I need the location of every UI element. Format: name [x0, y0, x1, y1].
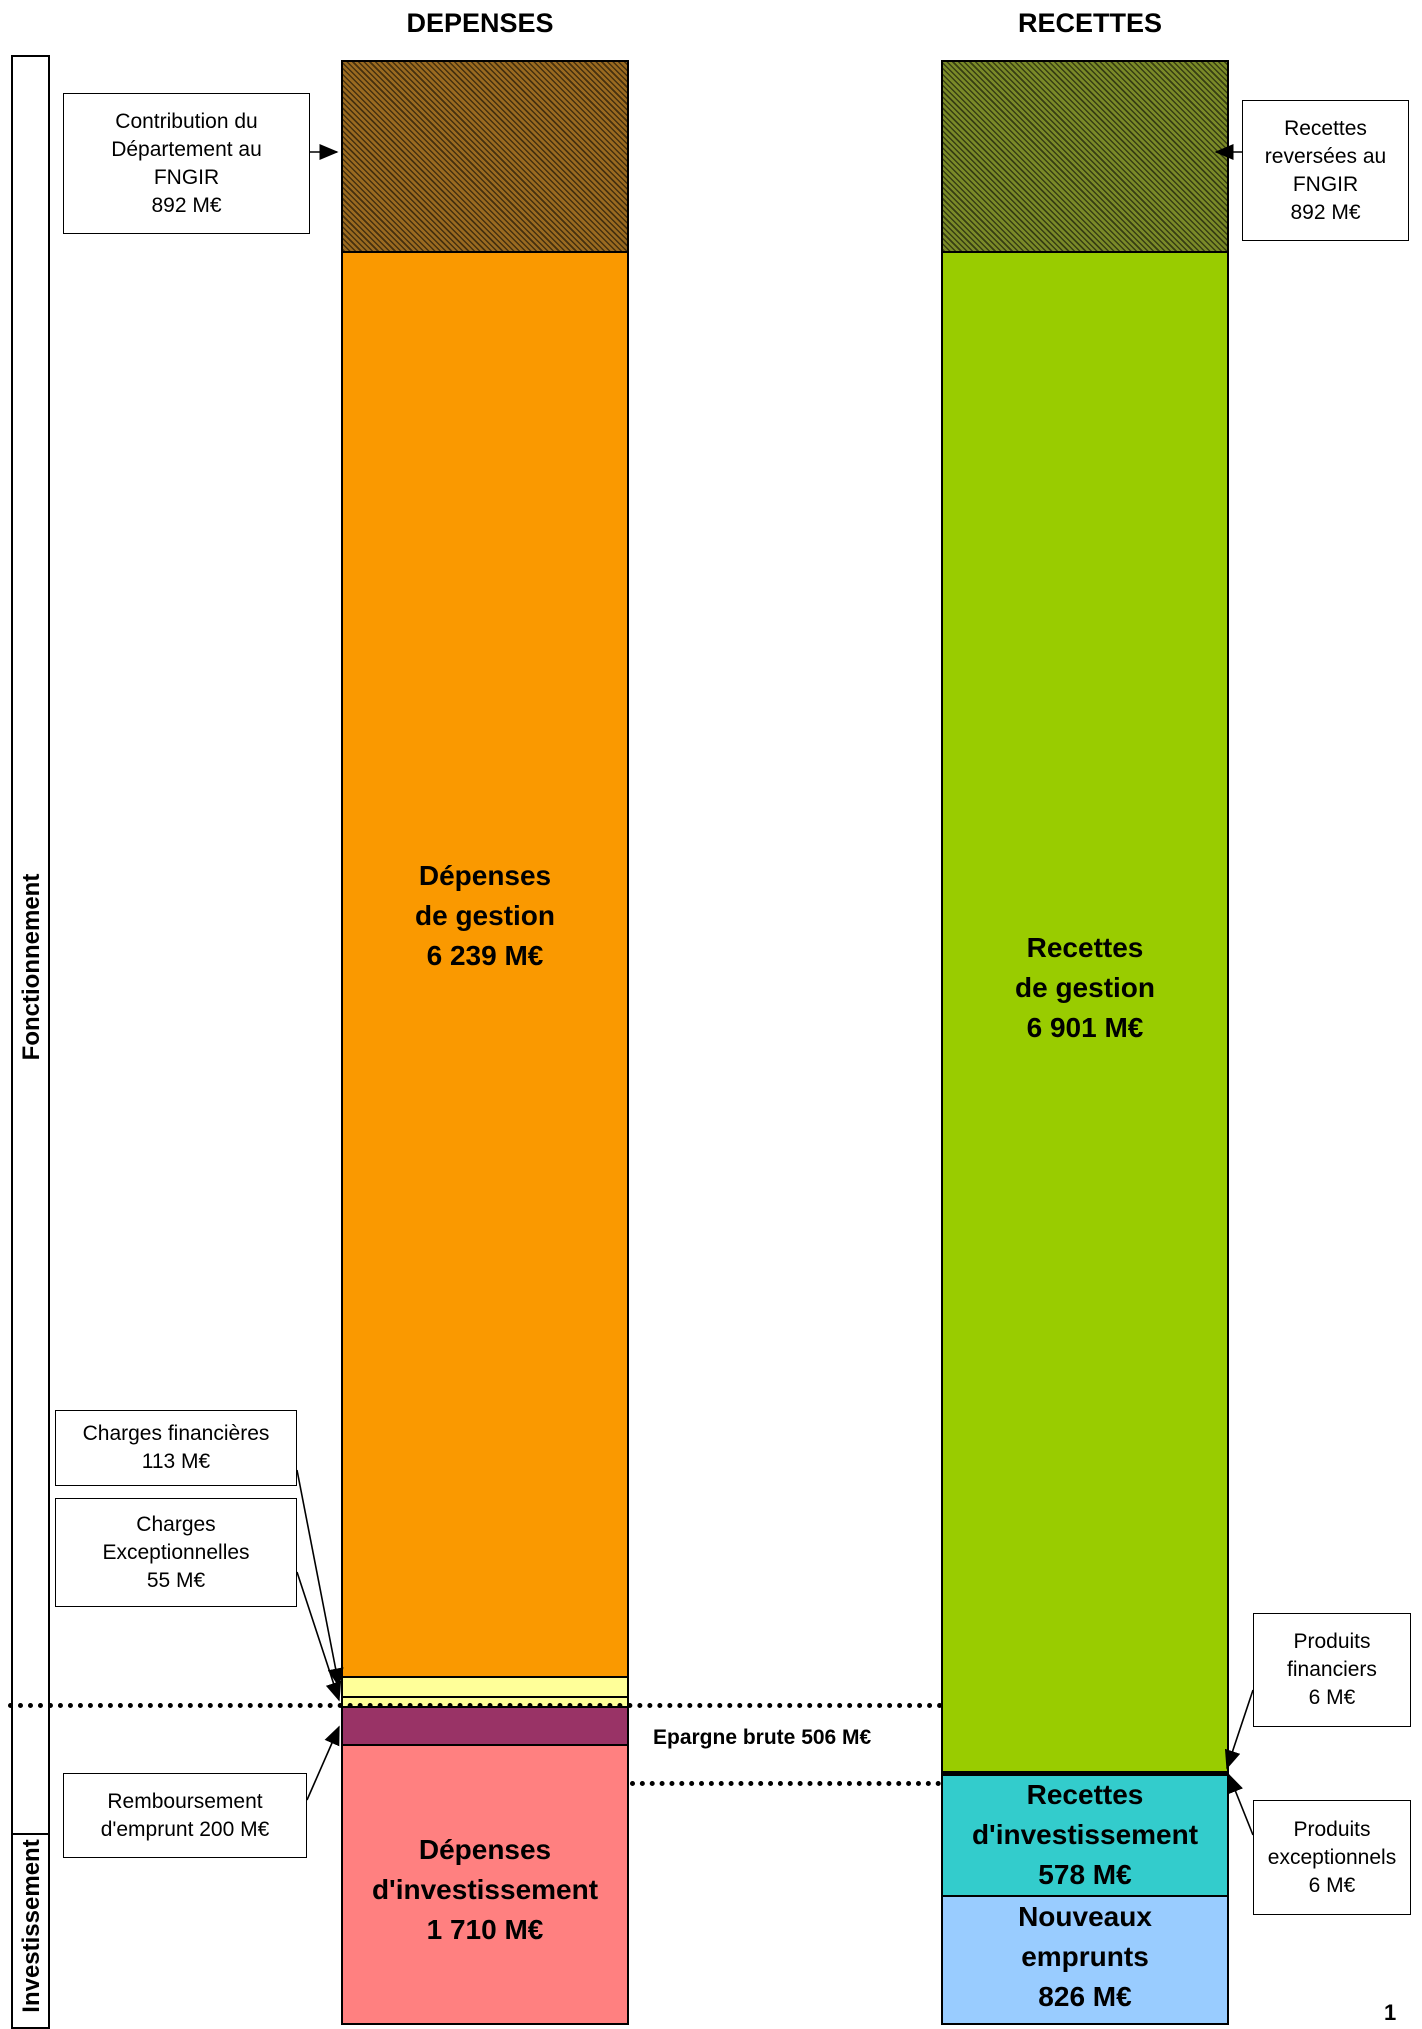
depenses-gestion-segment: Dépenses de gestion 6 239 M€ — [341, 251, 629, 1678]
produits-financiers-callout: Produits financiers 6 M€ — [1253, 1613, 1411, 1727]
arrow-produits-financiers — [1224, 1689, 1254, 1770]
arrow-charges-financieres — [296, 1469, 344, 1688]
nouveaux-emprunts-segment: Nouveaux emprunts 826 M€ — [941, 1895, 1229, 2025]
fonctionnement-investissement-divider — [8, 1703, 943, 1708]
recettes-fngir-segment — [941, 60, 1229, 253]
investissement-rail: Investissement — [11, 1833, 50, 2029]
contribution-fngir-callout: Contribution du Département au FNGIR 892… — [63, 93, 310, 234]
arrow-remboursement — [306, 1725, 340, 1801]
depenses-fngir-segment — [341, 60, 629, 253]
page-number: 1 — [1384, 2000, 1397, 2025]
recettes-gestion-label: Recettes de gestion 6 901 M€ — [1014, 932, 1155, 1043]
recettes-heading: RECETTES — [1017, 8, 1163, 38]
recettes-gestion-segment: Recettes de gestion 6 901 M€ — [941, 251, 1229, 1774]
recettes-investissement-segment: Recettes d'investissement 578 M€ — [941, 1774, 1229, 1897]
charges-exceptionnelles-callout: Charges Exceptionnelles 55 M€ — [55, 1498, 297, 1607]
recettes-fngir-callout: Recettes reversées au FNGIR 892 M€ — [1242, 100, 1409, 241]
depenses-investissement-label: Dépenses d'investissement 1 710 M€ — [371, 1834, 599, 1945]
arrow-charges-exceptionnelles — [296, 1571, 342, 1702]
produits-separator-line — [941, 1771, 1229, 1776]
fonctionnement-rail: Fonctionnement — [11, 55, 50, 1905]
depenses-heading: DEPENSES — [406, 8, 554, 38]
arrow-produits-exceptionnels — [1228, 1773, 1254, 1836]
depenses-investissement-segment: Dépenses d'investissement 1 710 M€ — [341, 1744, 629, 2025]
epargne-reference-line — [630, 1781, 941, 1786]
recettes-investissement-label: Recettes d'investissement 578 M€ — [971, 1779, 1199, 1890]
charges-financieres-callout: Charges financières 113 M€ — [55, 1410, 297, 1486]
epargne-brute-label: Epargne brute 506 M€ — [653, 1726, 872, 1749]
produits-exceptionnels-callout: Produits exceptionnels 6 M€ — [1253, 1800, 1411, 1915]
nouveaux-emprunts-label: Nouveaux emprunts 826 M€ — [1018, 1901, 1152, 2012]
depenses-gestion-label: Dépenses de gestion 6 239 M€ — [414, 860, 555, 971]
remboursement-callout: Remboursement d'emprunt 200 M€ — [63, 1773, 307, 1858]
